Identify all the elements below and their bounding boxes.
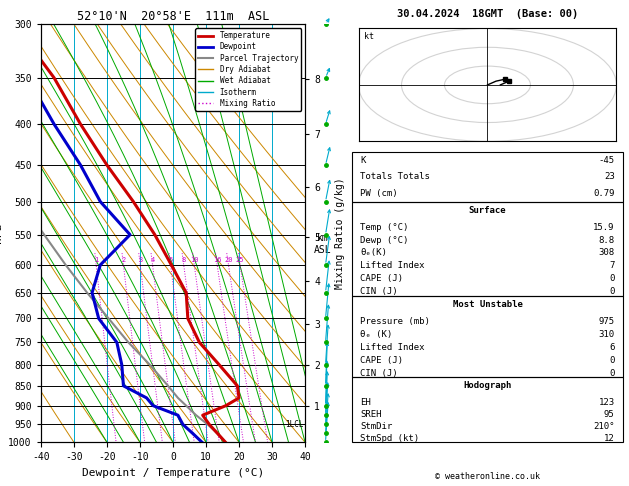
Text: 10: 10: [190, 257, 199, 263]
Text: CAPE (J): CAPE (J): [360, 356, 403, 364]
Bar: [352, 378, 623, 442]
Text: StmSpd (kt): StmSpd (kt): [360, 434, 420, 443]
Text: 23: 23: [604, 173, 615, 181]
Text: θₑ(K): θₑ(K): [360, 248, 387, 258]
Text: 1LCL: 1LCL: [285, 420, 303, 429]
Text: -45: -45: [598, 156, 615, 165]
Text: StmDir: StmDir: [360, 422, 392, 431]
Text: 95: 95: [604, 410, 615, 419]
Text: 6: 6: [610, 343, 615, 352]
Text: 0: 0: [610, 287, 615, 296]
Text: 15.9: 15.9: [593, 223, 615, 232]
Text: 210°: 210°: [593, 422, 615, 431]
Text: 4: 4: [150, 257, 155, 263]
Text: © weatheronline.co.uk: © weatheronline.co.uk: [435, 472, 540, 481]
Text: 0: 0: [610, 356, 615, 364]
Text: CIN (J): CIN (J): [360, 287, 398, 296]
Text: SREH: SREH: [360, 410, 382, 419]
Text: 0.79: 0.79: [593, 189, 615, 198]
Text: 123: 123: [598, 398, 615, 407]
Text: CIN (J): CIN (J): [360, 368, 398, 378]
Text: Surface: Surface: [469, 206, 506, 215]
Text: 2: 2: [121, 257, 126, 263]
Text: Totals Totals: Totals Totals: [360, 173, 430, 181]
Text: 0: 0: [610, 368, 615, 378]
Text: CAPE (J): CAPE (J): [360, 274, 403, 283]
Text: 12: 12: [604, 434, 615, 443]
Text: 25: 25: [236, 257, 244, 263]
Text: 308: 308: [598, 248, 615, 258]
Text: θₑ (K): θₑ (K): [360, 330, 392, 339]
Text: 0: 0: [610, 274, 615, 283]
Text: 8: 8: [182, 257, 186, 263]
Text: 310: 310: [598, 330, 615, 339]
Text: 20: 20: [225, 257, 233, 263]
Text: Most Unstable: Most Unstable: [452, 300, 523, 309]
Bar: [352, 202, 623, 296]
Text: 975: 975: [598, 317, 615, 326]
Text: Pressure (mb): Pressure (mb): [360, 317, 430, 326]
Text: 6: 6: [169, 257, 172, 263]
Text: PW (cm): PW (cm): [360, 189, 398, 198]
Text: 3: 3: [138, 257, 142, 263]
Title: 52°10'N  20°58'E  111m  ASL: 52°10'N 20°58'E 111m ASL: [77, 10, 269, 23]
Bar: [352, 152, 623, 202]
Text: kt: kt: [364, 32, 374, 41]
Text: EH: EH: [360, 398, 371, 407]
Text: Lifted Index: Lifted Index: [360, 261, 425, 270]
Text: Mixing Ratio (g/kg): Mixing Ratio (g/kg): [335, 177, 345, 289]
Text: K: K: [360, 156, 365, 165]
Text: Temp (°C): Temp (°C): [360, 223, 409, 232]
Y-axis label: hPa: hPa: [0, 223, 3, 243]
Y-axis label: km
ASL: km ASL: [314, 233, 331, 255]
Text: 8.8: 8.8: [598, 236, 615, 244]
X-axis label: Dewpoint / Temperature (°C): Dewpoint / Temperature (°C): [82, 468, 264, 478]
Text: Lifted Index: Lifted Index: [360, 343, 425, 352]
Text: 16: 16: [213, 257, 221, 263]
Text: Dewp (°C): Dewp (°C): [360, 236, 409, 244]
Text: 7: 7: [610, 261, 615, 270]
Text: Hodograph: Hodograph: [464, 382, 511, 390]
Text: 30.04.2024  18GMT  (Base: 00): 30.04.2024 18GMT (Base: 00): [397, 9, 578, 19]
Legend: Temperature, Dewpoint, Parcel Trajectory, Dry Adiabat, Wet Adiabat, Isotherm, Mi: Temperature, Dewpoint, Parcel Trajectory…: [195, 28, 301, 111]
Text: 1: 1: [94, 257, 98, 263]
Bar: [352, 296, 623, 378]
